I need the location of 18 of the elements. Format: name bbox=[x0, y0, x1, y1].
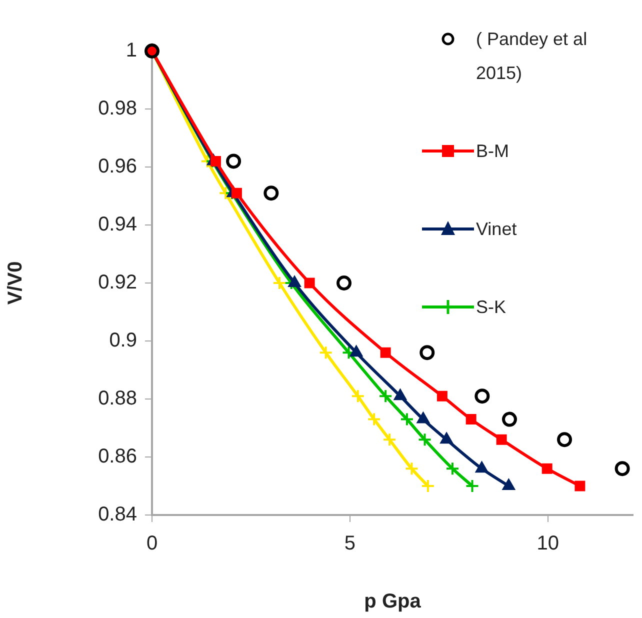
y-tick-label: 0.88 bbox=[98, 388, 137, 410]
y-tick-label: 0.96 bbox=[98, 156, 137, 178]
legend-label: ( Pandey et al 2015) bbox=[476, 28, 588, 85]
y-axis-title: V/V0 bbox=[4, 261, 27, 305]
y-tick-label: 0.84 bbox=[98, 504, 137, 526]
legend-label: S-K bbox=[476, 296, 506, 319]
y-tick-label: 0.86 bbox=[98, 446, 137, 468]
y-tick-label: 1 bbox=[126, 40, 137, 62]
x-tick-label: 5 bbox=[344, 532, 356, 555]
x-tick-label: 10 bbox=[536, 532, 560, 555]
legend-label: B-M bbox=[476, 140, 509, 163]
legend-label: Vinet bbox=[476, 218, 517, 241]
y-tick-label: 0.98 bbox=[98, 98, 137, 120]
y-tick-label: 0.92 bbox=[98, 272, 137, 294]
x-axis-title: p Gpa bbox=[364, 590, 422, 613]
y-tick-label: 0.94 bbox=[98, 214, 137, 236]
x-tick-label: 0 bbox=[146, 532, 158, 555]
y-tick-label: 0.9 bbox=[109, 330, 137, 352]
